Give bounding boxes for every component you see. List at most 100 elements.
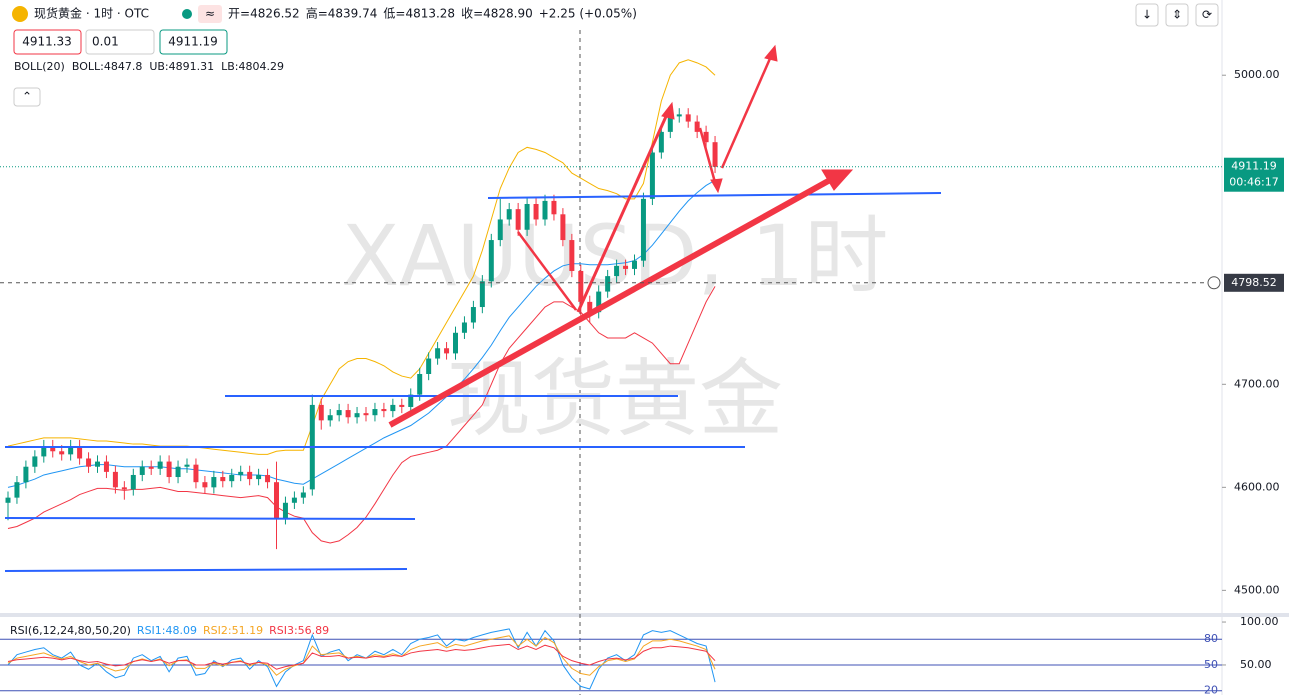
- countdown: 00:46:17: [1229, 176, 1278, 189]
- candle-body: [59, 451, 65, 455]
- candle-body: [640, 198, 646, 261]
- candle-body: [229, 474, 235, 482]
- stat-value: 4828.90: [483, 7, 533, 21]
- status-dot: [182, 9, 192, 19]
- candle-body: [139, 466, 145, 475]
- candle-body: [32, 456, 38, 467]
- candle-body: [676, 114, 682, 117]
- candle-body: [220, 477, 226, 482]
- candle-body: [211, 477, 217, 488]
- boll-middle: [7, 179, 716, 488]
- header: 现货黄金 · 1时 · OTC ≈ 4911.33 0.01 4911.19 ⌃…: [12, 3, 1219, 107]
- candle-body: [300, 492, 306, 498]
- down-icon: ↓: [1142, 8, 1152, 22]
- collapse-button[interactable]: [13, 87, 41, 107]
- candle-body: [256, 474, 262, 480]
- pane-separator: [0, 613, 1289, 617]
- y-tick-label: 4700.00: [1234, 377, 1280, 390]
- boll-lower: [7, 286, 716, 544]
- arrow[interactable]: [388, 177, 832, 428]
- candle-body: [587, 301, 593, 313]
- candle-body: [77, 446, 83, 459]
- candle-body: [193, 464, 199, 483]
- badge: [198, 5, 222, 23]
- collapse-icon: ⌃: [22, 90, 32, 104]
- change: +2.25 (+0.05%): [539, 7, 637, 21]
- candle-body: [506, 209, 512, 220]
- toolbar-button[interactable]: [1195, 3, 1219, 27]
- candle-body: [649, 152, 655, 199]
- h-line[interactable]: [487, 192, 942, 199]
- last-price-tag: [1224, 157, 1284, 192]
- arrow[interactable]: [576, 111, 670, 313]
- qty-box[interactable]: [85, 29, 155, 55]
- candle-body: [426, 358, 432, 374]
- rsi-level-label: 80: [1204, 632, 1218, 645]
- candle-body: [551, 200, 557, 215]
- symbol[interactable]: 现货黄金 · 1时 · OTC: [34, 6, 149, 21]
- legend-entry: RSI1:48.09: [137, 624, 197, 637]
- arrow-head: [710, 178, 723, 194]
- last-price-label: 4911.19: [1231, 160, 1277, 173]
- symbol-icon: [12, 6, 28, 22]
- candle-body: [95, 461, 100, 467]
- candle-body: [453, 332, 458, 354]
- h-line[interactable]: [4, 568, 408, 572]
- candle-body: [488, 240, 494, 282]
- boll-legend: BOLL(20): [14, 60, 65, 73]
- h-line[interactable]: [4, 517, 416, 520]
- candle-body: [632, 260, 637, 269]
- candle-body: [327, 415, 333, 421]
- buy-box[interactable]: [159, 29, 228, 55]
- arrow[interactable]: [720, 53, 774, 169]
- sell-box[interactable]: [13, 29, 82, 55]
- badge-icon: ≈: [205, 7, 215, 21]
- arrow[interactable]: [698, 127, 718, 187]
- y-tick-label: 5000.00: [1234, 68, 1280, 81]
- stat-value: 4813.28: [405, 7, 455, 21]
- candle-body: [614, 265, 620, 277]
- candle-body: [274, 482, 279, 519]
- boll-upper: [7, 59, 716, 455]
- stat-label: 高=: [306, 6, 328, 21]
- arrow[interactable]: [516, 231, 578, 311]
- candle-body: [470, 307, 476, 323]
- sell-price: 4911.33: [22, 35, 72, 49]
- candle-body: [184, 464, 190, 467]
- candle-body: [685, 114, 691, 122]
- candle-body: [121, 487, 127, 490]
- y-tick-label: 50.00: [1240, 658, 1272, 671]
- candle-body: [282, 502, 288, 519]
- arrows: [388, 44, 854, 428]
- candle-body: [694, 121, 700, 132]
- candle-body: [658, 131, 664, 153]
- legend-entry: RSI3:56.89: [269, 624, 329, 637]
- candle-body: [354, 413, 360, 418]
- candle-body: [112, 471, 118, 488]
- rsi-level-label: 50: [1204, 658, 1218, 671]
- candle-body: [542, 200, 548, 220]
- candle-body: [461, 322, 467, 333]
- candle-body: [336, 410, 342, 416]
- candle-body: [103, 461, 109, 472]
- candle-body: [291, 497, 297, 503]
- crosshair-label: 4798.52: [1231, 276, 1277, 289]
- candle-body: [569, 240, 575, 271]
- toolbar-button[interactable]: [1165, 3, 1189, 27]
- collapse-all-icon: ⇕: [1172, 8, 1182, 22]
- rsi-title: RSI(6,12,24,80,50,20): [10, 624, 131, 637]
- candle-body: [265, 474, 271, 483]
- candle-body: [524, 204, 530, 230]
- candle-body: [712, 142, 718, 167]
- candle-body: [381, 409, 387, 412]
- crosshair-tag: [1224, 273, 1284, 292]
- crosshair-plus: [1207, 276, 1221, 290]
- candle-body: [68, 446, 74, 455]
- candle-body: [479, 281, 485, 308]
- candle-body: [578, 270, 584, 302]
- toolbar-button[interactable]: [1135, 3, 1159, 27]
- candle-body: [5, 497, 11, 503]
- candle-body: [623, 265, 629, 269]
